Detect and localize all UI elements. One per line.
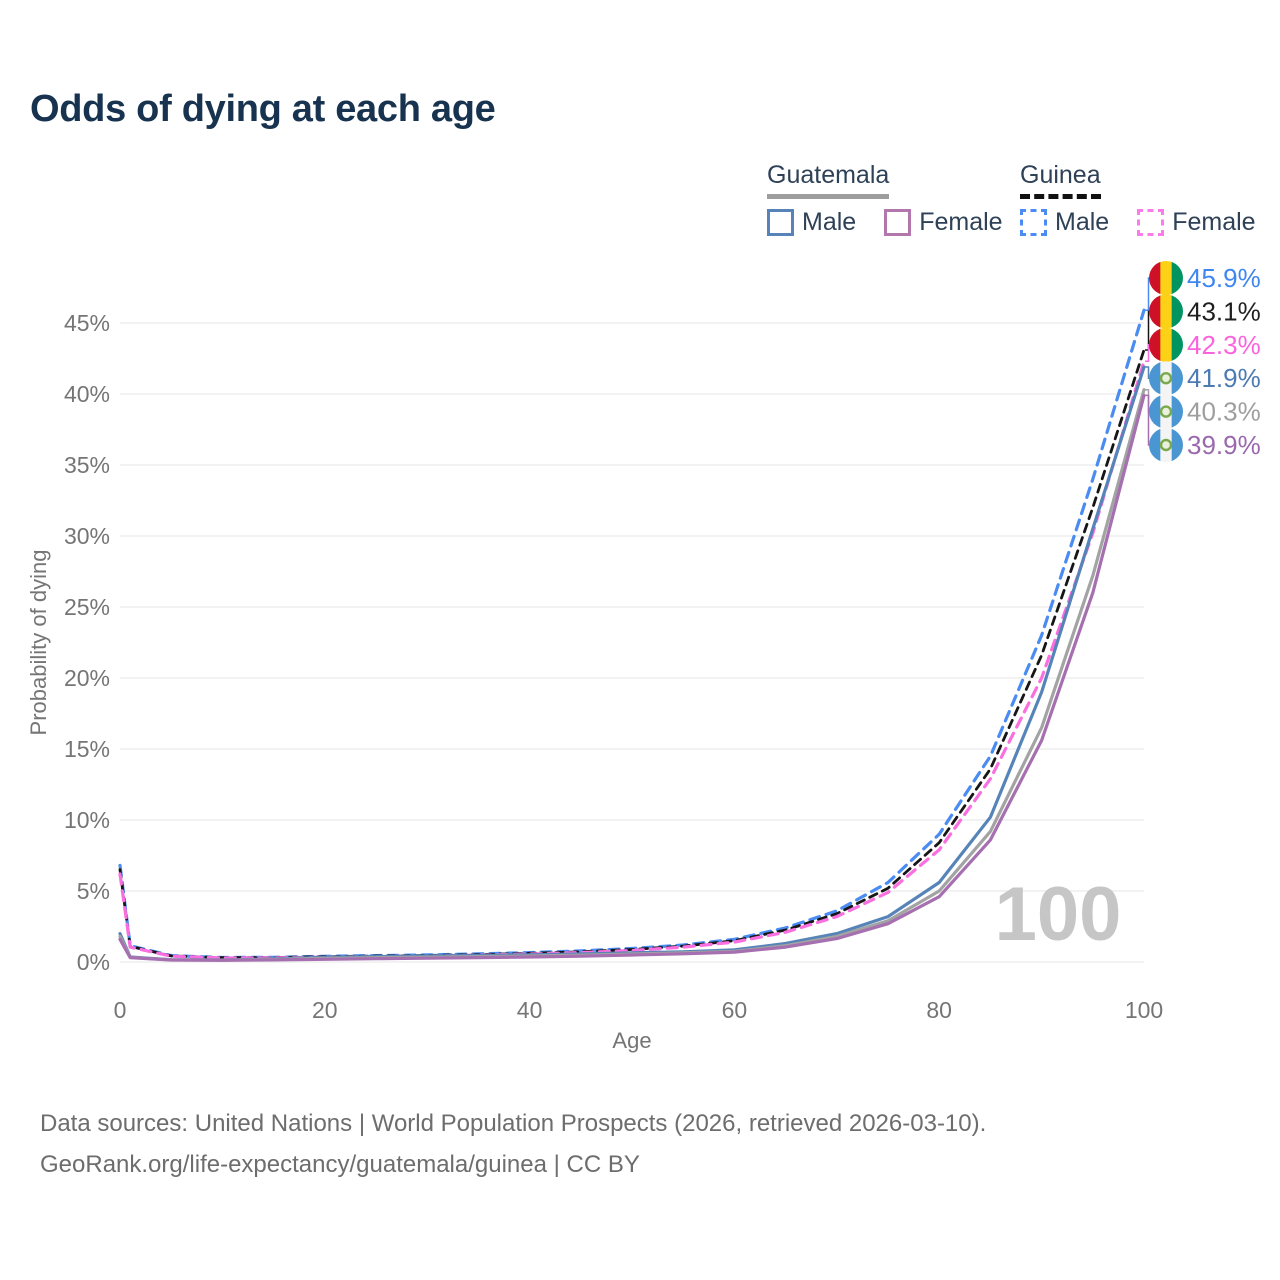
end-value-label-guatemala-female: 39.9% <box>1187 430 1261 460</box>
series-line-guatemala-female[interactable] <box>118 393 1146 962</box>
guinea-flag-stripe <box>1160 294 1173 329</box>
footer-data-sources: Data sources: United Nations | World Pop… <box>40 1110 987 1137</box>
guinea-flag-stripe <box>1171 261 1183 295</box>
footer-attribution-link[interactable]: GeoRank.org/life-expectancy/guatemala/gu… <box>40 1151 640 1178</box>
legend-label-guatemala-female: Female <box>919 208 1003 236</box>
series-line-guatemala-both[interactable] <box>118 388 1146 962</box>
guinea-flag-icon <box>1149 327 1183 362</box>
guinea-flag-stripe <box>1171 294 1183 329</box>
x-tick-label-20: 20 <box>312 997 338 1023</box>
y-tick-label-25: 25% <box>64 594 110 620</box>
guatemala-flag-icon <box>1149 361 1183 396</box>
y-axis-title: Probability of dying <box>26 550 51 736</box>
series-line-guinea-both[interactable] <box>118 348 1146 960</box>
guinea-flag-stripe <box>1160 327 1173 362</box>
y-tick-label-40: 40% <box>64 381 110 407</box>
guatemala-flag-icon <box>1149 428 1183 462</box>
y-tick-label-10: 10% <box>64 807 110 833</box>
guatemala-flag-stripe <box>1149 394 1161 429</box>
series-line-guinea-male[interactable] <box>118 308 1146 960</box>
legend-swatch-icon-guinea-male <box>1020 209 1047 236</box>
x-tick-label-40: 40 <box>517 997 543 1023</box>
guatemala-emblem-icon <box>1159 372 1173 385</box>
legend-label-guatemala-male: Male <box>802 208 857 236</box>
guinea-flag-icon <box>1149 261 1183 295</box>
guinea-flag-stripe <box>1160 261 1173 295</box>
guatemala-flag-stripe <box>1149 361 1161 396</box>
end-value-label-guinea-female: 42.3% <box>1187 330 1261 360</box>
y-tick-label-35: 35% <box>64 452 110 478</box>
y-tick-label-0: 0% <box>77 949 110 975</box>
guinea-flag-stripe <box>1149 261 1161 295</box>
guatemala-flag-stripe <box>1149 428 1161 462</box>
guatemala-flag-stripe <box>1171 394 1183 429</box>
end-value-label-guatemala-both: 40.3% <box>1187 397 1261 427</box>
legend-label-guinea-male: Male <box>1055 208 1110 236</box>
guatemala-flag-stripe <box>1171 361 1183 396</box>
x-axis-title: Age <box>612 1028 651 1053</box>
x-tick-label-60: 60 <box>722 997 748 1023</box>
age-watermark: 100 <box>995 872 1122 957</box>
legend-country-guinea[interactable]: Guinea <box>1020 161 1101 199</box>
y-tick-label-30: 30% <box>64 523 110 549</box>
legend: Guatemala Male Female Guinea Male Female <box>0 161 1280 241</box>
legend-row-guatemala: Male Female <box>767 208 1003 237</box>
guatemala-flag-icon <box>1149 394 1183 429</box>
legend-swatch-icon-guatemala-female <box>884 209 912 236</box>
guinea-flag-icon <box>1149 294 1183 329</box>
legend-item-guinea-male[interactable]: Male <box>1020 208 1109 237</box>
legend-item-guatemala-female[interactable]: Female <box>884 208 1003 237</box>
legend-item-guinea-female[interactable]: Female <box>1137 208 1256 237</box>
legend-group-guinea: Guinea Male Female <box>1020 161 1256 237</box>
legend-swatch-icon-guatemala-male <box>767 209 794 236</box>
x-tick-label-80: 80 <box>926 997 952 1023</box>
series-line-guinea-female[interactable] <box>118 359 1146 960</box>
legend-group-guatemala: Guatemala Male Female <box>767 161 1003 237</box>
legend-country-guatemala[interactable]: Guatemala <box>767 161 890 199</box>
y-tick-label-45: 45% <box>64 310 110 336</box>
y-tick-label-5: 5% <box>77 878 110 904</box>
guatemala-flag-stripe <box>1171 428 1183 462</box>
x-tick-label-0: 0 <box>114 997 127 1023</box>
guinea-flag-stripe <box>1149 294 1161 329</box>
y-tick-label-15: 15% <box>64 736 110 762</box>
legend-label-guinea-female: Female <box>1172 208 1256 236</box>
guatemala-emblem-icon <box>1159 438 1173 452</box>
legend-row-guinea: Male Female <box>1020 208 1256 237</box>
guatemala-emblem-icon <box>1159 405 1173 418</box>
series-line-guatemala-male[interactable] <box>118 365 1146 962</box>
legend-swatch-icon-guinea-female <box>1137 209 1165 236</box>
guinea-flag-stripe <box>1171 327 1183 362</box>
end-value-label-guinea-both: 43.1% <box>1187 296 1261 326</box>
page-title: Odds of dying at each age <box>30 88 496 130</box>
y-tick-label-20: 20% <box>64 665 110 691</box>
legend-item-guatemala-male[interactable]: Male <box>767 208 856 237</box>
end-value-label-guinea-male: 45.9% <box>1187 263 1261 293</box>
footer: Data sources: United Nations | World Pop… <box>40 1103 986 1185</box>
end-value-label-guatemala-male: 41.9% <box>1187 363 1261 393</box>
guinea-flag-stripe <box>1149 327 1161 362</box>
x-tick-label-100: 100 <box>1125 997 1163 1023</box>
